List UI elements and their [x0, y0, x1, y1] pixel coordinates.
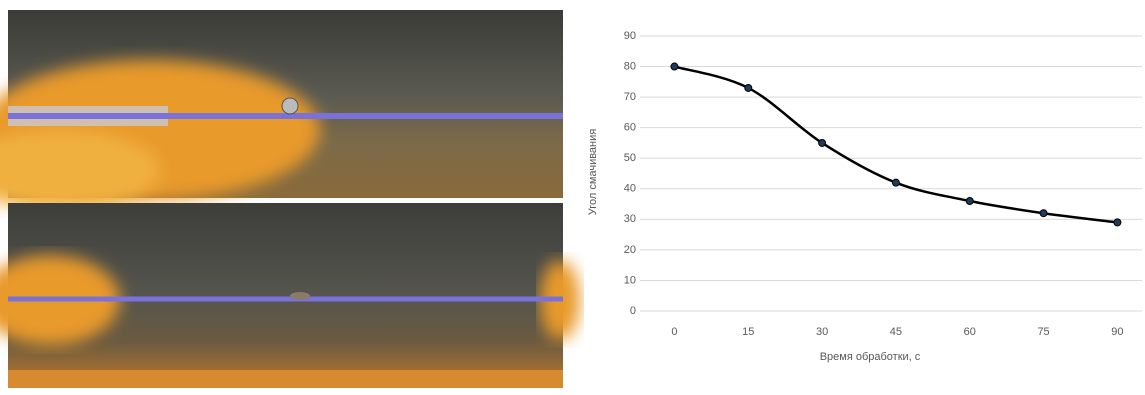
- y-axis-title: Угол смачивания: [587, 129, 599, 215]
- x-tick-label: 60: [964, 326, 976, 338]
- marker: [1039, 209, 1048, 218]
- marker: [891, 178, 900, 187]
- photo-bottom: [0, 203, 580, 388]
- y-tick-label: 90: [624, 30, 636, 42]
- marker: [965, 197, 974, 205]
- y-tick-label: 10: [624, 274, 636, 286]
- y-tick-label: 80: [624, 60, 636, 72]
- x-tick-label: 45: [890, 326, 902, 338]
- y-tick-label: 70: [624, 91, 636, 103]
- y-tick-label: 0: [630, 305, 636, 317]
- x-tick-label: 30: [816, 326, 828, 338]
- y-tick-label: 20: [624, 244, 636, 256]
- x-tick-label: 75: [1037, 326, 1049, 338]
- marker: [1113, 218, 1122, 227]
- x-tick-label: 90: [1111, 326, 1123, 338]
- y-tick-label: 30: [624, 213, 636, 225]
- y-tick-label: 50: [624, 152, 636, 164]
- x-axis-title: Время обработки, с: [820, 351, 921, 363]
- photo-top: [0, 10, 563, 210]
- y-tick-label: 60: [624, 122, 636, 134]
- marker: [818, 138, 827, 147]
- y-tick-label: 40: [624, 183, 636, 195]
- marker: [670, 62, 679, 71]
- x-tick-label: 15: [742, 326, 754, 338]
- marker: [744, 83, 753, 92]
- x-tick-label: 0: [671, 326, 677, 338]
- line: [674, 65, 1118, 224]
